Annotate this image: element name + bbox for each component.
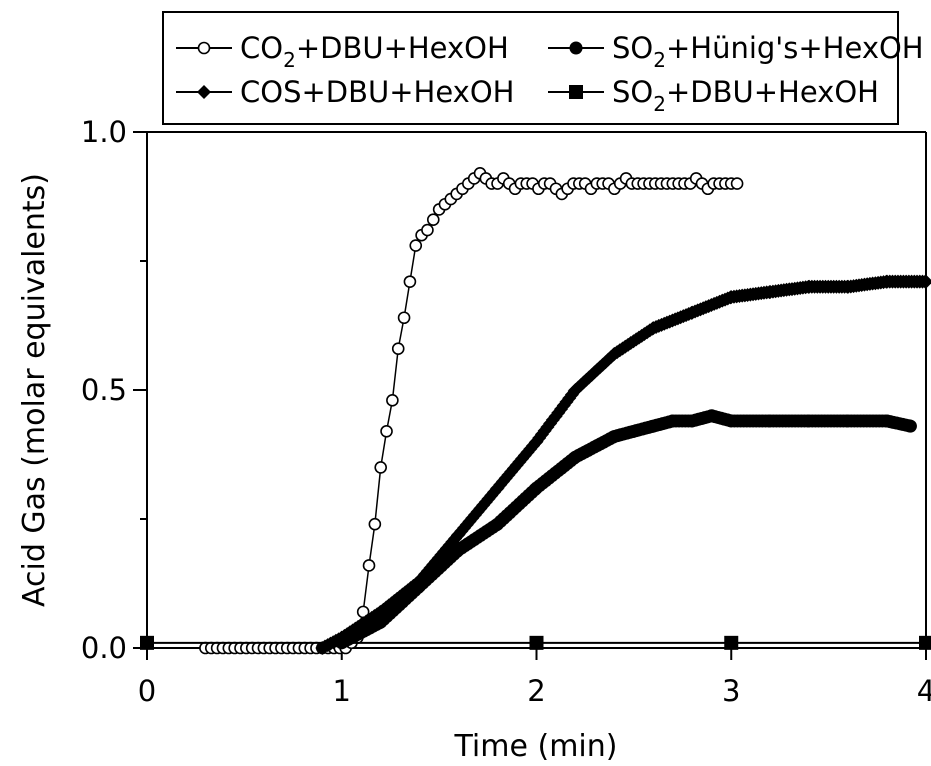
data-point: [380, 424, 393, 438]
legend-label-base: CO: [240, 31, 283, 65]
legend-items: CO2+DBU+HexOH SO2+Hünig's+HexOHCOS+DBU+He…: [176, 31, 924, 116]
series-so2-dbu-hexoh: [140, 635, 931, 650]
data-point: [919, 274, 931, 289]
data-point: [397, 311, 411, 325]
data-point: [386, 394, 399, 407]
legend-label-subscript: 2: [653, 48, 666, 72]
x-tick-label: 0: [138, 674, 156, 708]
data-point: [362, 559, 376, 572]
legend-label: SO2+DBU+HexOH: [612, 75, 879, 116]
x-tick-label: 3: [722, 674, 740, 708]
legend-label-rest: +Hünig's+HexOH: [666, 31, 924, 65]
data-point: [140, 635, 154, 650]
x-tick-label: 4: [917, 674, 931, 708]
data-point: [730, 177, 744, 190]
legend-label-rest: +DBU+HexOH: [666, 75, 879, 109]
data-point: [374, 461, 388, 474]
data-point: [391, 342, 405, 356]
data-point: [919, 635, 931, 650]
legend-label: COS+DBU+HexOH: [240, 75, 514, 109]
data-point: [421, 223, 434, 237]
y-tick-label: 0.5: [81, 373, 127, 407]
legend-label-base: COS+DBU+HexOH: [240, 75, 514, 109]
legend-label-base: SO: [612, 75, 653, 109]
x-axis-title: Time (min): [454, 729, 618, 764]
legend-item: COS+DBU+HexOH: [176, 75, 514, 109]
series-co2-dbu-hexoh: [199, 166, 744, 655]
data-point: [368, 517, 382, 531]
legend-label-subscript: 2: [653, 92, 666, 116]
legend-item: SO2+DBU+HexOH: [548, 75, 879, 116]
x-tick-label: 2: [527, 674, 545, 708]
series-cos-dbu-hexoh: [315, 274, 931, 655]
x-tick-label: 1: [333, 674, 351, 708]
legend-label: CO2+DBU+HexOH: [240, 31, 509, 72]
legend-label: SO2+Hünig's+HexOH: [612, 31, 924, 72]
legend-item: SO2+Hünig's+HexOH: [548, 31, 924, 72]
data-point: [426, 213, 440, 227]
legend-marker: [569, 41, 583, 55]
series-so2-h-nig-s-hexoh: [335, 409, 917, 650]
data-point: [724, 635, 739, 650]
legend-marker: [197, 85, 211, 99]
y-axis-title: Acid Gas (molar equivalents): [17, 173, 52, 607]
legend: CO2+DBU+HexOH SO2+Hünig's+HexOHCOS+DBU+He…: [162, 11, 924, 125]
data-point: [403, 275, 417, 288]
series-layer: [140, 166, 931, 655]
series-line: [205, 172, 738, 649]
data-point: [529, 635, 544, 650]
data-point: [409, 239, 423, 252]
plot-area: 0 1 2 3 4 0.0 0.5 1.0: [81, 115, 931, 708]
legend-marker: [197, 41, 211, 55]
legend-label-subscript: 2: [283, 48, 296, 72]
legend-marker: [569, 85, 583, 99]
legend-item: CO2+DBU+HexOH: [176, 31, 509, 72]
legend-label-base: SO: [612, 31, 653, 65]
data-point: [903, 419, 917, 433]
y-tick-label: 1.0: [81, 115, 127, 149]
axis-ticks: 0 1 2 3 4 0.0 0.5 1.0: [81, 115, 931, 708]
legend-box: [162, 11, 899, 125]
y-tick-label: 0.0: [81, 631, 127, 665]
legend-label-rest: +DBU+HexOH: [296, 31, 509, 65]
